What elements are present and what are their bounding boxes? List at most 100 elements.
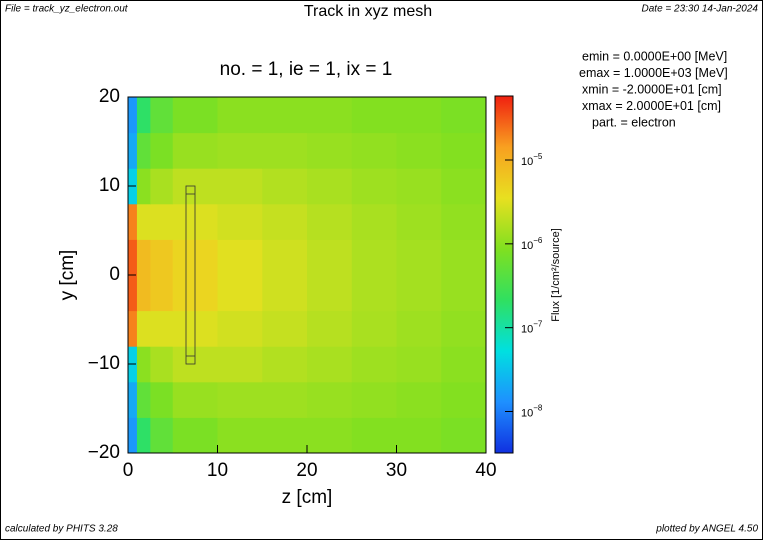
heat-cell (262, 168, 308, 205)
heat-cell (396, 346, 442, 383)
heat-cell (136, 381, 151, 418)
footer-left: calculated by PHITS 3.28 (5, 524, 118, 535)
y-tick-label: 10 (99, 175, 120, 196)
heat-cell (441, 168, 487, 205)
heat-cell (136, 203, 151, 240)
colorbar-tick-label: 10−7 (521, 320, 543, 336)
heat-cell (396, 381, 442, 418)
heat-cell (441, 275, 487, 312)
info-line: emin = 0.0000E+00 [MeV] (582, 49, 727, 63)
heat-cell (396, 132, 442, 169)
subtitle: no. = 1, ie = 1, ix = 1 (220, 59, 393, 80)
x-tick-label: 10 (207, 460, 228, 481)
heat-cell (136, 275, 151, 312)
heat-cell (150, 203, 174, 240)
tick-base: 10 (521, 407, 533, 419)
tick-exponent: −7 (533, 320, 543, 329)
footer-right: plotted by ANGEL 4.50 (655, 524, 758, 535)
heat-cell (217, 310, 263, 347)
x-tick-label: 30 (386, 460, 407, 481)
heat-cell (128, 381, 138, 418)
heat-cell (217, 168, 263, 205)
file-label: File = track_yz_electron.out (5, 4, 129, 15)
info-line: xmin = -2.0000E+01 [cm] (582, 82, 722, 96)
colorbar-tick-label: 10−8 (521, 404, 543, 420)
heat-cell (307, 417, 353, 454)
heat-cell (441, 239, 487, 276)
x-tick-label: 20 (296, 460, 317, 481)
heat-cell (217, 97, 263, 134)
heat-cell (307, 381, 353, 418)
heat-cell (262, 203, 308, 240)
x-tick-label: 40 (475, 460, 496, 481)
colorbar (494, 95, 514, 454)
heat-cell (396, 239, 442, 276)
heat-cell (396, 203, 442, 240)
heat-cell (150, 97, 174, 134)
heat-cell (172, 97, 218, 134)
heat-cell (307, 203, 353, 240)
heat-cell (351, 417, 397, 454)
heat-cell (396, 168, 442, 205)
heat-cell (262, 132, 308, 169)
tick-exponent: −8 (533, 404, 543, 413)
heat-cell (351, 275, 397, 312)
geometry-outline (185, 185, 196, 365)
y-tick-label: 0 (109, 264, 120, 285)
tick-base: 10 (521, 240, 533, 252)
x-tick-label: 0 (123, 460, 134, 481)
heat-cell (307, 132, 353, 169)
heat-cell (307, 310, 353, 347)
heat-cell (128, 203, 138, 240)
heat-cell (136, 168, 151, 205)
heat-cell (150, 132, 174, 169)
heat-cell (150, 346, 174, 383)
heat-cell (351, 310, 397, 347)
heat-cell (136, 132, 151, 169)
y-axis-label: y [cm] (57, 250, 78, 301)
heat-cell (217, 381, 263, 418)
heat-cell (307, 275, 353, 312)
heat-cell (217, 417, 263, 454)
heat-cell (351, 381, 397, 418)
tick-base: 10 (521, 156, 533, 168)
heat-cell (217, 132, 263, 169)
heat-cell (262, 381, 308, 418)
heat-cell (150, 310, 174, 347)
heat-cell (441, 132, 487, 169)
heat-cell (136, 97, 151, 134)
heat-cell (441, 381, 487, 418)
heat-cell (150, 239, 174, 276)
heat-cell (150, 168, 174, 205)
heat-cell (351, 346, 397, 383)
heat-cell (136, 310, 151, 347)
heat-cell (441, 346, 487, 383)
heat-cell (128, 239, 138, 276)
heat-cell (351, 132, 397, 169)
heat-cell (172, 417, 218, 454)
tick-exponent: −5 (533, 152, 543, 161)
heat-cell (128, 97, 138, 134)
tick-base: 10 (521, 324, 533, 336)
heat-cell (217, 275, 263, 312)
heat-cell (217, 239, 263, 276)
heat-cell (262, 346, 308, 383)
heat-cell (307, 97, 353, 134)
heat-cell (128, 417, 138, 454)
x-axis-label: z [cm] (282, 487, 333, 508)
heat-cell (128, 132, 138, 169)
info-line: xmax = 2.0000E+01 [cm] (582, 99, 721, 113)
y-tick-label: 20 (99, 86, 120, 107)
chart-title: Track in xyz mesh (304, 3, 432, 20)
heat-cell (441, 203, 487, 240)
heat-cell (136, 417, 151, 454)
heat-cell (150, 417, 174, 454)
y-tick-label: −10 (88, 353, 120, 374)
heat-cell (307, 168, 353, 205)
heat-cell (396, 97, 442, 134)
heat-cell (150, 275, 174, 312)
colorbar-tick-label: 10−5 (521, 152, 543, 168)
heat-cell (441, 417, 487, 454)
heat-cell (351, 97, 397, 134)
